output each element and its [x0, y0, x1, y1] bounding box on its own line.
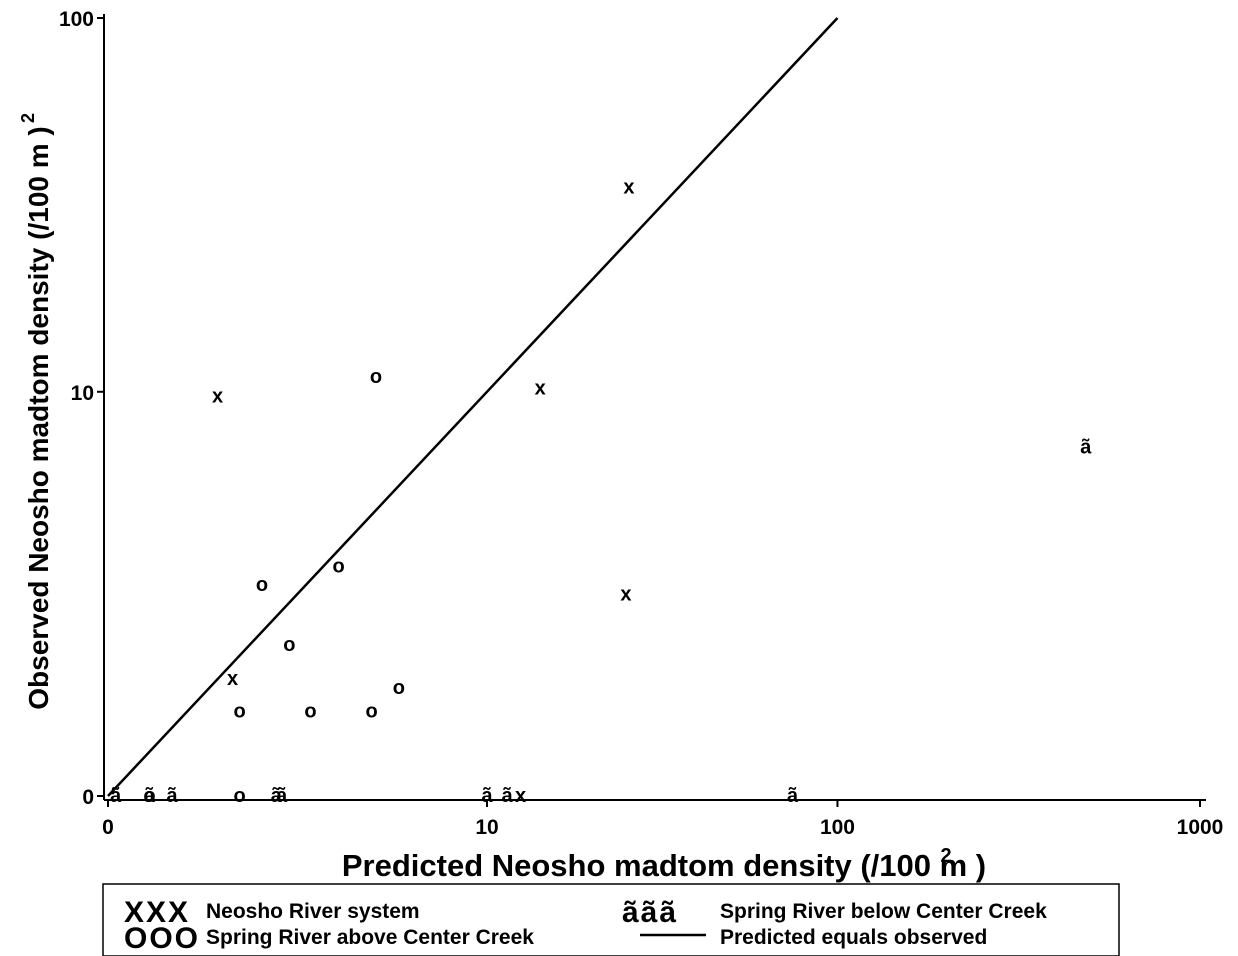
y-tick-label: 0	[82, 786, 94, 809]
legend-label: Spring River below Center Creek	[720, 900, 1047, 923]
x-tick-label: 10	[475, 816, 498, 839]
y-tick-label: 10	[71, 382, 94, 405]
y-tick-label: 100	[59, 8, 94, 31]
data-point-o: o	[370, 366, 382, 388]
x-axis-title-text: Predicted Neosho madtom density (/100 m …	[342, 848, 986, 883]
data-point-o: o	[234, 785, 246, 807]
legend-symbol: XXX	[124, 896, 190, 929]
data-point-x: x	[515, 785, 526, 807]
ticks: 0 10 100 1000 0 10 100	[59, 8, 1223, 839]
legend-label: Spring River above Center Creek	[206, 926, 534, 949]
data-point-x: x	[212, 385, 223, 407]
legend-frame	[102, 883, 1120, 956]
legend-symbol: ããã	[622, 896, 678, 929]
data-point-a-tilde: ã	[1080, 437, 1092, 459]
data-point-x: x	[623, 176, 634, 198]
y-axis-title-text: Observed Neosho madtom density (/100 m )	[23, 126, 54, 710]
y-axis-title-superscript: 2	[18, 113, 38, 123]
legend-label: Neosho River system	[206, 900, 420, 923]
axes	[103, 14, 1206, 801]
data-point-o: o	[304, 701, 316, 723]
x-tick-label: 1000	[1177, 816, 1224, 839]
data-point-a-tilde: ã	[144, 785, 156, 807]
x-axis-title-superscript: 2	[940, 845, 951, 867]
data-point-x: x	[535, 378, 546, 400]
x-axis-title: Predicted Neosho madtom density (/100 m …	[342, 848, 986, 883]
data-point-o: o	[283, 634, 295, 656]
legend-label: Predicted equals observed	[720, 926, 987, 949]
data-point-x: x	[227, 668, 238, 690]
axis-titles: Predicted Neosho madtom density (/100 m …	[18, 113, 986, 883]
identity-line	[107, 17, 839, 797]
data-point-a-tilde: ã	[167, 785, 179, 807]
data-point-o: o	[143, 785, 155, 807]
data-point-a-tilde: ã	[787, 785, 799, 807]
data-point-o: o	[393, 677, 405, 699]
data-point-a-tilde: ã	[276, 785, 288, 807]
data-point-x: x	[620, 584, 631, 606]
legend: XXX Neosho River system ããã Spring River be…	[102, 883, 1120, 956]
x-tick-label: 100	[820, 816, 855, 839]
data-point-a-tilde: ã	[502, 785, 514, 807]
legend-symbol: OOO	[124, 922, 200, 955]
x-tick-label: 0	[102, 816, 114, 839]
y-axis-title: Observed Neosho madtom density (/100 m )	[23, 126, 54, 710]
data-point-o: o	[365, 701, 377, 723]
data-point-o: o	[234, 701, 246, 723]
data-point-o: o	[332, 556, 344, 578]
data-point-a-tilde: ã	[481, 785, 493, 807]
data-point-o: o	[256, 574, 268, 596]
data-point-a-tilde: ã	[271, 785, 283, 807]
